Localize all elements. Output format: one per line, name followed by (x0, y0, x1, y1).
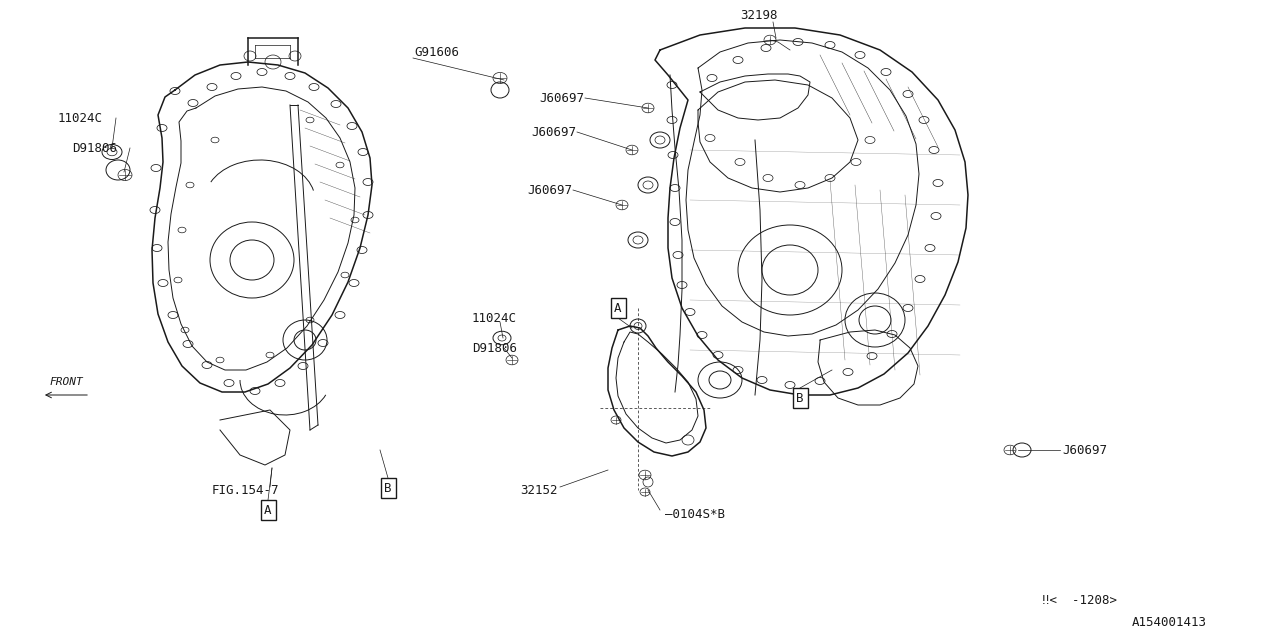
Text: D91806: D91806 (472, 342, 517, 355)
Text: FIG.154-7: FIG.154-7 (212, 483, 279, 497)
Text: ‼<  -1208>: ‼< -1208> (1042, 593, 1117, 607)
Text: 32152: 32152 (521, 483, 558, 497)
Text: G91606: G91606 (413, 45, 460, 58)
Text: J60697: J60697 (539, 92, 584, 104)
Text: FRONT: FRONT (49, 377, 83, 387)
Text: J60697: J60697 (1062, 444, 1107, 456)
Text: 32198: 32198 (740, 8, 777, 22)
Text: B: B (796, 392, 804, 404)
Text: J60697: J60697 (531, 125, 576, 138)
Text: 11024C: 11024C (58, 111, 102, 125)
Text: A: A (264, 504, 271, 516)
Text: A154001413: A154001413 (1132, 616, 1207, 628)
Text: —0104S*B: —0104S*B (666, 509, 724, 522)
Text: 11024C: 11024C (472, 312, 517, 324)
Text: D91806: D91806 (72, 141, 116, 154)
Text: B: B (384, 481, 392, 495)
Text: A: A (614, 301, 622, 314)
Text: J60697: J60697 (527, 184, 572, 196)
